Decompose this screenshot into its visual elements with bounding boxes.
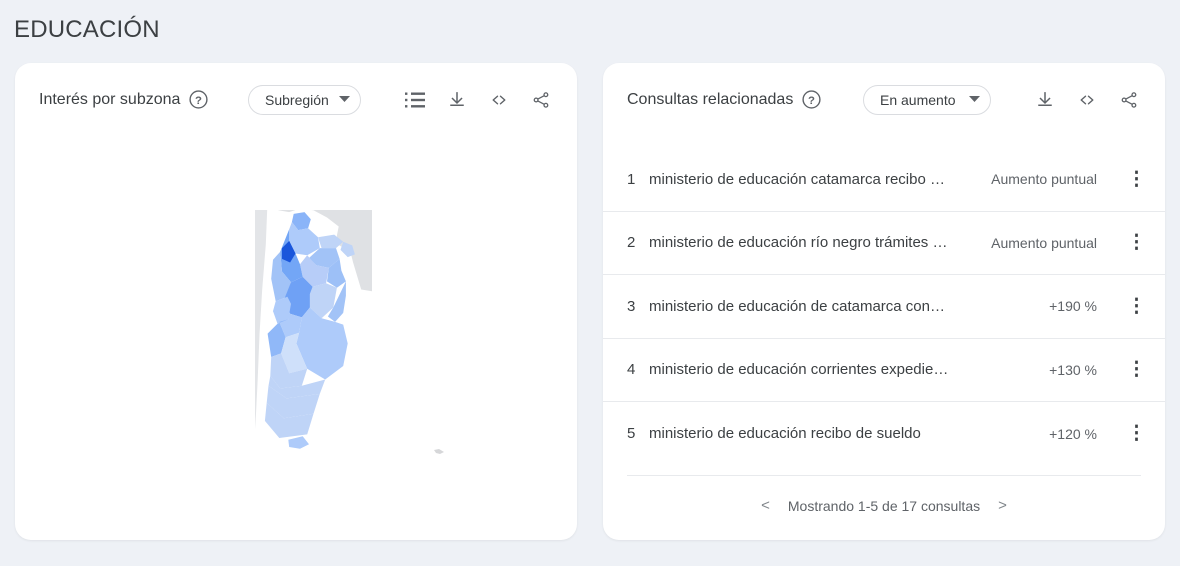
svg-text:?: ? xyxy=(808,95,815,107)
svg-text:?: ? xyxy=(195,95,202,107)
